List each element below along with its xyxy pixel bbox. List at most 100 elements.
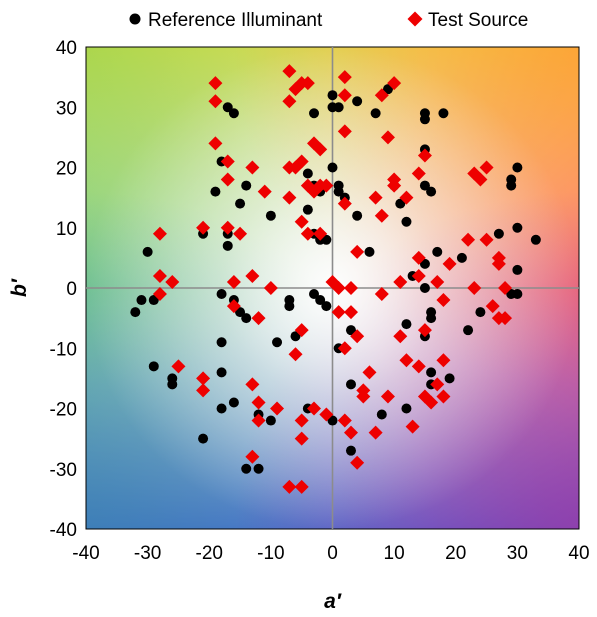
- reference-illuminant-point: [395, 198, 406, 209]
- reference-illuminant-point: [438, 108, 449, 119]
- reference-illuminant-point: [222, 102, 233, 113]
- reference-illuminant-point: [321, 301, 332, 312]
- reference-illuminant-point: [321, 234, 332, 245]
- test-source-point: [300, 226, 315, 241]
- test-source-point: [350, 329, 365, 344]
- test-source-point: [343, 425, 358, 440]
- test-source-point: [368, 190, 383, 205]
- y-tick-label: 20: [56, 159, 77, 180]
- test-source-point: [424, 395, 439, 410]
- test-source-point: [380, 130, 395, 145]
- reference-illuminant-point: [136, 295, 147, 306]
- test-source-point: [307, 136, 322, 151]
- test-source-point: [165, 274, 180, 289]
- test-source-point: [498, 281, 513, 295]
- reference-illuminant-point: [506, 180, 517, 191]
- test-source-point: [337, 196, 352, 211]
- legend-reference-illuminant-marker: [129, 13, 141, 25]
- reference-illuminant-point: [148, 361, 159, 372]
- reference-illuminant-point: [148, 295, 159, 306]
- x-tick-label: 40: [568, 543, 589, 564]
- reference-illuminant-point: [241, 313, 252, 324]
- reference-illuminant-point: [333, 186, 344, 197]
- test-source-point: [374, 287, 389, 302]
- test-source-point: [282, 479, 297, 494]
- test-source-point: [337, 88, 352, 103]
- reference-illuminant-point: [216, 289, 227, 300]
- reference-illuminant-point: [302, 168, 313, 179]
- reference-illuminant-point: [216, 367, 227, 378]
- legend: Reference Illuminant Test Source: [129, 10, 528, 31]
- test-source-point: [208, 94, 223, 109]
- test-source-point: [350, 244, 365, 259]
- test-source-point: [442, 256, 457, 271]
- tick-labels: -40 -30 -20 -10 0 10 20 30 40 -40 -30 -20 -10 0 10 20 30…: [50, 38, 590, 564]
- test-source-point: [485, 299, 500, 314]
- test-source-point: [380, 389, 395, 404]
- test-source-point: [251, 395, 266, 410]
- reference-illuminant-point: [198, 433, 209, 444]
- test-source-point: [362, 365, 377, 380]
- test-source-point: [343, 305, 358, 320]
- test-source-point: [356, 389, 371, 404]
- test-source-point: [294, 479, 309, 494]
- y-tick-label: -10: [50, 339, 77, 360]
- test-source-point: [374, 88, 389, 103]
- reference-illuminant-point: [512, 289, 523, 300]
- reference-illuminant-point: [327, 162, 338, 173]
- test-source-point: [307, 401, 322, 416]
- legend-reference-illuminant-label: Reference Illuminant: [148, 10, 323, 31]
- reference-illuminant-point: [265, 415, 276, 426]
- reference-illuminant-point: [456, 252, 467, 263]
- series-test-source: [152, 64, 513, 494]
- test-source-point: [350, 455, 365, 470]
- test-source-point: [411, 166, 426, 181]
- test-source-point: [368, 425, 383, 440]
- test-source-point: [411, 359, 426, 374]
- reference-illuminant-point: [290, 331, 301, 342]
- test-source-point: [220, 220, 235, 235]
- reference-illuminant-point: [222, 240, 233, 251]
- reference-illuminant-point: [345, 325, 356, 336]
- test-source-point: [294, 431, 309, 446]
- test-source-point: [387, 178, 402, 193]
- test-source-point: [294, 214, 309, 229]
- test-source-point: [196, 220, 211, 235]
- reference-illuminant-point: [216, 403, 227, 414]
- x-tick-label: 10: [384, 543, 405, 564]
- reference-illuminant-point: [493, 228, 504, 239]
- test-source-point: [337, 413, 352, 428]
- reference-illuminant-point: [426, 313, 437, 324]
- reference-illuminant-point: [228, 108, 239, 119]
- reference-illuminant-point: [327, 90, 338, 101]
- test-source-point: [288, 347, 303, 362]
- test-source-point: [245, 449, 260, 464]
- reference-illuminant-point: [432, 246, 443, 257]
- test-source-point: [387, 76, 402, 91]
- y-tick-label: -30: [50, 460, 77, 481]
- y-axis-label: b′: [8, 278, 31, 297]
- reference-illuminant-point: [530, 234, 541, 245]
- test-source-point: [208, 76, 223, 91]
- test-source-point: [430, 274, 445, 289]
- x-tick-label: -40: [72, 543, 99, 564]
- reference-illuminant-point: [512, 264, 523, 275]
- reference-illuminant-point: [284, 301, 295, 312]
- test-source-point: [251, 413, 266, 428]
- reference-illuminant-point: [345, 379, 356, 390]
- reference-illuminant-point: [419, 180, 430, 191]
- test-source-point: [479, 232, 494, 247]
- reference-illuminant-point: [370, 108, 381, 119]
- test-source-point: [337, 70, 352, 85]
- test-source-point: [294, 413, 309, 428]
- y-tick-label: -20: [50, 400, 77, 421]
- reference-illuminant-point: [241, 463, 252, 474]
- test-source-point: [430, 377, 445, 392]
- legend-test-source-marker: [407, 11, 423, 27]
- reference-illuminant-point: [376, 409, 387, 420]
- reference-illuminant-point: [419, 108, 430, 119]
- test-source-point: [257, 184, 272, 199]
- test-source-point: [233, 226, 248, 241]
- test-source-point: [245, 377, 260, 392]
- test-source-point: [343, 281, 358, 295]
